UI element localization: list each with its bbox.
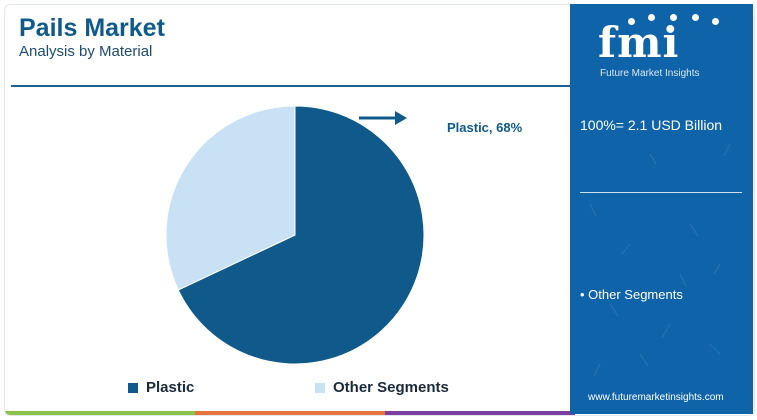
- info-sidebar: fmi Future Market Insights 100%= 2.1 USD…: [570, 4, 753, 414]
- title-divider: [11, 85, 571, 87]
- legend-label-other-segments: Other Segments: [333, 379, 449, 396]
- chart-legend: Plastic Other Segments: [5, 379, 575, 401]
- sidebar-texture: [589, 143, 731, 377]
- footer-bar-orange: [195, 411, 385, 415]
- sidebar-divider: [580, 192, 742, 193]
- footer-bar-purple: [385, 411, 575, 415]
- pie-slice-other-segments: [165, 105, 296, 291]
- pie-chart: [160, 100, 430, 370]
- market-total-value: 100%= 2.1 USD Billion: [580, 117, 723, 133]
- page-subtitle: Analysis by Material: [19, 43, 153, 60]
- footer-color-bar: [5, 411, 575, 415]
- legend-item-other-segments: Other Segments: [315, 379, 449, 396]
- right-arrow-icon: [359, 111, 407, 125]
- sidebar-segment-label: • Other Segments: [580, 287, 683, 302]
- legend-item-plastic: Plastic: [128, 379, 194, 396]
- logo-wordmark: fmi: [598, 18, 680, 67]
- legend-label-plastic: Plastic: [146, 379, 195, 396]
- pie-svg: [165, 105, 425, 365]
- logo-tagline: Future Market Insights: [600, 68, 700, 79]
- plastic-callout-label: Plastic, 68%: [447, 120, 523, 135]
- footer-bar-green: [5, 411, 195, 415]
- website-url[interactable]: www.futuremarketinsights.com: [588, 392, 724, 403]
- fmi-logo: fmi Future Market Insights: [588, 12, 738, 84]
- page-title: Pails Market: [19, 14, 165, 42]
- pie-slice-plastic: [177, 105, 425, 365]
- legend-swatch-plastic: [128, 382, 138, 393]
- legend-swatch-other-segments: [315, 382, 325, 393]
